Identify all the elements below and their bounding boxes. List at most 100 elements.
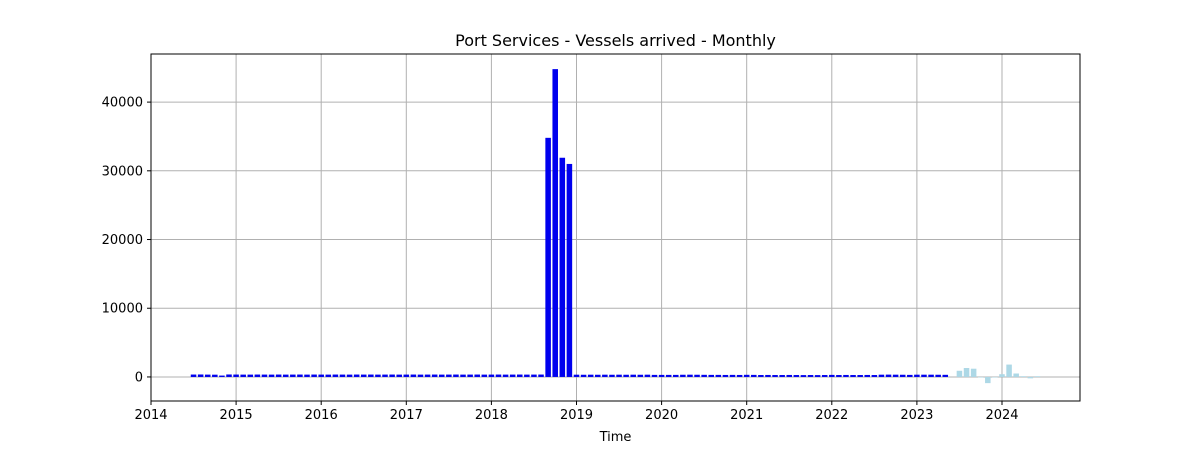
observed-bar	[297, 374, 303, 377]
observed-bar	[630, 374, 636, 377]
observed-bar	[226, 374, 232, 377]
observed-bar	[275, 374, 282, 377]
ticks-layer: 2014 2015 2016 2017 2018 2019 2020 2021 2022 2023…	[102, 96, 1019, 423]
forecast-bar	[999, 374, 1005, 377]
x-tick-label: 2023	[900, 408, 933, 423]
observed-bar	[665, 374, 672, 377]
observed-bar	[751, 374, 757, 377]
observed-bar	[658, 374, 665, 377]
observed-bar	[282, 374, 289, 377]
x-tick-label: 2022	[815, 408, 848, 423]
x-tick-label: 2014	[134, 408, 167, 423]
observed-bar	[538, 374, 544, 377]
plot-frame	[150, 53, 1081, 402]
observed-bar	[644, 374, 651, 377]
observed-bar	[424, 374, 431, 377]
observed-bar	[353, 374, 360, 377]
observed-bar	[942, 374, 949, 377]
observed-bar	[857, 375, 863, 377]
x-tick-label: 2024	[985, 408, 1018, 423]
observed-bar	[290, 374, 296, 377]
observed-bar	[928, 374, 934, 377]
observed-bar	[580, 374, 587, 377]
observed-bar	[573, 374, 580, 377]
observed-bar	[212, 374, 218, 377]
observed-bar	[431, 374, 438, 377]
observed-bar	[602, 374, 608, 377]
observed-bar	[389, 374, 395, 377]
observed-bar	[637, 374, 644, 377]
forecast-bar	[956, 370, 963, 377]
chart-title: Port Services - Vessels arrived - Monthl…	[455, 31, 776, 50]
observed-bar	[821, 375, 828, 377]
observed-bar	[765, 374, 771, 377]
observed-bar	[502, 374, 509, 377]
observed-bar	[339, 374, 346, 377]
x-tick-label: 2021	[730, 408, 763, 423]
observed-bar	[204, 374, 211, 377]
observed-bar	[587, 374, 594, 377]
x-tick-label: 2019	[560, 408, 593, 423]
forecast-bar	[1013, 373, 1019, 377]
observed-bar	[552, 69, 558, 377]
forecast-bar	[970, 368, 977, 377]
observed-bar	[914, 374, 920, 377]
forecast-bar	[1027, 376, 1034, 379]
observed-bar	[516, 374, 523, 377]
observed-bar	[807, 375, 814, 377]
observed-bar	[304, 374, 310, 377]
observed-bar	[396, 374, 402, 377]
observed-bar	[495, 374, 502, 377]
observed-bar	[836, 375, 842, 377]
observed-bar	[743, 374, 750, 377]
y-tick-label: 30000	[102, 164, 143, 179]
observed-bar	[524, 374, 530, 377]
observed-bar	[800, 375, 807, 377]
observed-bar	[772, 375, 778, 377]
observed-bar	[410, 374, 417, 377]
observed-bar	[219, 375, 225, 377]
observed-bar	[885, 374, 892, 377]
observed-bar	[651, 374, 658, 377]
observed-bar	[190, 374, 197, 377]
observed-bar	[779, 375, 785, 377]
observed-bar	[360, 374, 367, 377]
observed-bar	[311, 374, 317, 377]
observed-bar	[701, 374, 707, 377]
observed-bar	[368, 374, 374, 377]
x-tick-label: 2020	[645, 408, 678, 423]
observed-bar	[382, 374, 388, 377]
observed-bar	[729, 374, 736, 377]
observed-bar	[814, 375, 821, 377]
observed-bar	[864, 374, 871, 377]
observed-bar	[453, 374, 459, 377]
observed-bar	[899, 374, 906, 377]
observed-bar	[687, 374, 693, 377]
y-tick-label: 10000	[102, 302, 143, 317]
observed-bar	[197, 374, 204, 377]
observed-bar	[793, 375, 800, 377]
observed-bar	[268, 374, 275, 377]
y-tick-label: 40000	[102, 96, 143, 111]
observed-bar	[907, 374, 913, 377]
forecast-bar	[977, 376, 984, 378]
observed-bar	[694, 374, 700, 377]
observed-bar	[474, 374, 480, 377]
x-tick-label: 2015	[220, 408, 253, 423]
observed-bar	[566, 163, 573, 377]
y-tick-label: 20000	[102, 233, 143, 248]
observed-bar	[850, 375, 856, 377]
observed-bar	[375, 374, 381, 377]
observed-bar	[247, 374, 254, 377]
x-tick-label: 2017	[390, 408, 423, 423]
observed-bar	[318, 374, 324, 377]
observed-bar	[623, 374, 629, 377]
observed-bar	[403, 374, 410, 377]
forecast-bar	[963, 368, 970, 377]
observed-bar	[467, 374, 473, 377]
observed-bar	[254, 374, 261, 377]
observed-bar	[680, 374, 686, 377]
observed-bar	[708, 374, 715, 377]
observed-bar	[673, 374, 679, 377]
